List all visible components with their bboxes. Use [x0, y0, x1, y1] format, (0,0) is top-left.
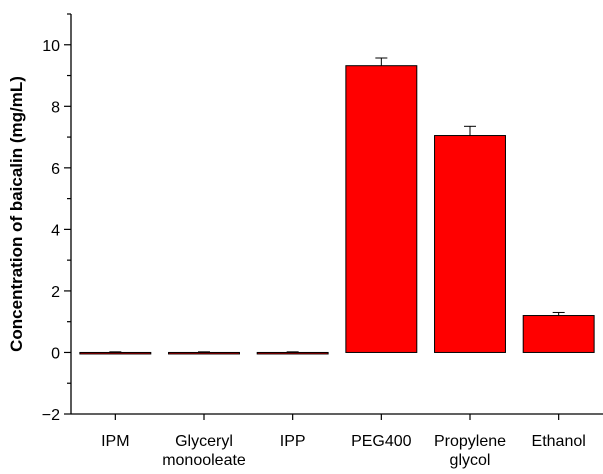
y-tick-label: 0	[51, 345, 60, 362]
bar	[168, 351, 240, 355]
y-tick-label: 4	[51, 222, 60, 239]
chart-axes	[64, 13, 603, 420]
bar	[79, 351, 152, 355]
x-tick-label: Glyceryl monooleate	[162, 433, 246, 469]
y-tick-label: 10	[42, 38, 60, 55]
chart-bars	[79, 57, 595, 355]
x-tick-label: PEG400	[351, 433, 412, 450]
bar	[434, 135, 506, 353]
bar	[522, 315, 595, 353]
bar	[256, 351, 329, 355]
y-tick-label: −2	[42, 407, 60, 424]
y-tick-label: 2	[51, 284, 60, 301]
x-tick-label: Ethanol	[532, 433, 586, 450]
x-tick-label: IPP	[280, 433, 306, 450]
y-axis-label: Concentration of baicalin (mg/mL)	[7, 76, 26, 352]
x-tick-label: Propylene glycol	[434, 433, 506, 469]
y-tick-label: 6	[51, 161, 60, 178]
chart-labels: −2 0 2 4 6 8 10 IPM Glyceryl monooleate IPP PEG400 P…	[42, 38, 586, 469]
bar	[345, 65, 418, 353]
y-tick-label: 8	[51, 99, 60, 116]
x-tick-label: IPM	[101, 433, 129, 450]
